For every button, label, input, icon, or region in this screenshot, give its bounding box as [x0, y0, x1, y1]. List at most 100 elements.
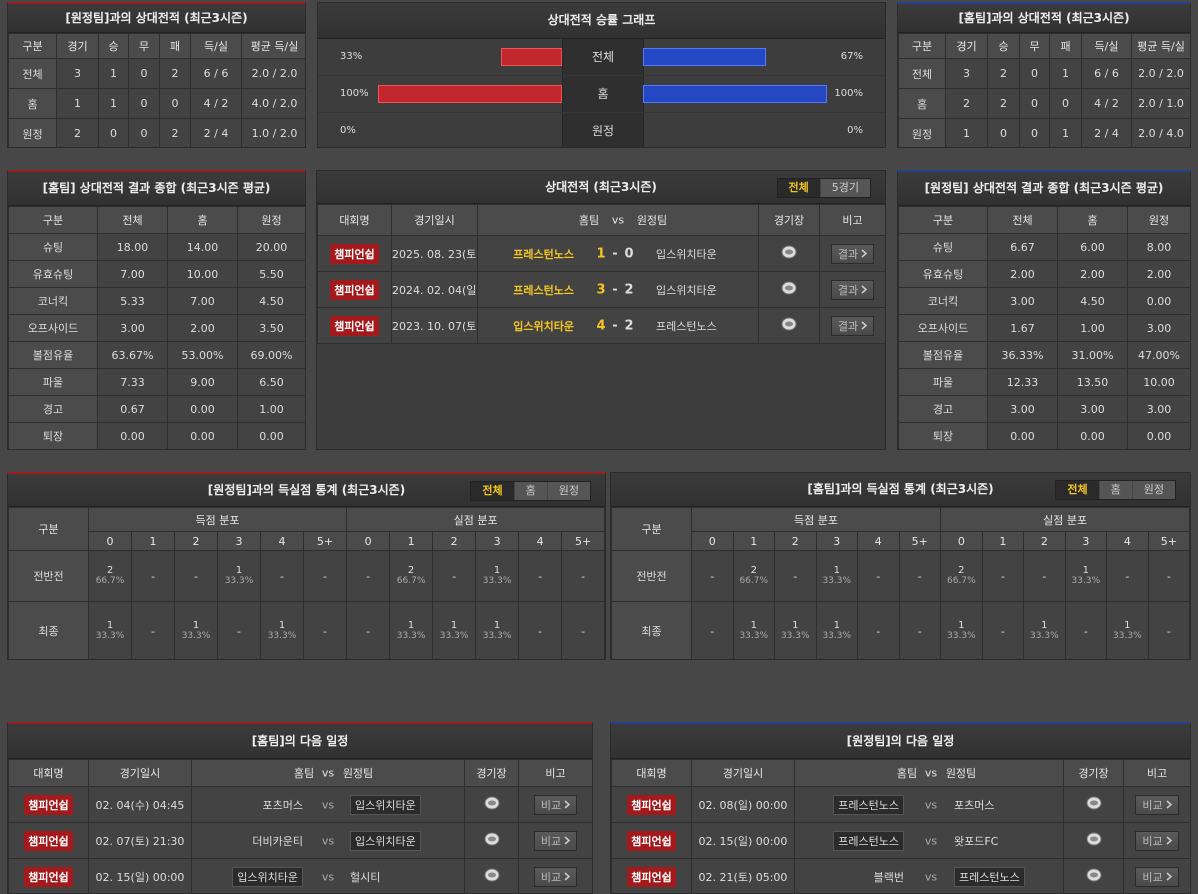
tab[interactable]: 홈: [513, 482, 547, 500]
empty-mark: -: [1166, 569, 1171, 583]
stat-value: 5.50: [237, 260, 305, 288]
tab[interactable]: 홈: [1098, 481, 1132, 499]
column-header: 원정: [1127, 206, 1190, 234]
chevron: [564, 800, 571, 809]
stat-row: 유효슈팅 7.00 10.00 5.50: [8, 260, 305, 288]
table: 구분 경기 승 무 패 득/실 평균 득/실 전체 3 1 0 2 6 / 6 2.0 / 2.0 홈 1 1 0…: [8, 33, 305, 147]
stat-value: 9.00: [167, 368, 238, 396]
goal-cell: -: [131, 550, 175, 602]
column-header: 패: [1049, 33, 1082, 59]
home-rate-label: 33%: [340, 51, 363, 62]
schedule-row: 챔피언쉽 02. 21(토) 05:00 블랙번 vs 프레스턴노스 비교: [611, 858, 1190, 893]
chevron: [1166, 836, 1172, 845]
schedule-row: 챔피언쉽 02. 15(일) 00:00 프레스턴노스 vs 왓포드FC 비교: [611, 822, 1190, 859]
stadium-cell: [464, 822, 519, 859]
match-row: 챔피언쉽 2025. 08. 23(토) 프레스턴노스 1-0 입스위치타운 결과: [317, 235, 885, 272]
tab[interactable]: 전체: [777, 179, 820, 197]
stadium-icon: [484, 868, 499, 882]
stadium-icon: [1086, 868, 1101, 882]
home-team: 프레스턴노스: [513, 247, 574, 261]
column-header: 무: [128, 33, 160, 59]
button[interactable]: 결과: [830, 243, 875, 264]
button[interactable]: 비교: [533, 830, 578, 851]
goal-cell: -: [857, 550, 900, 602]
stat-value: 18.00: [97, 233, 168, 261]
button[interactable]: 비교: [1135, 830, 1179, 851]
away-team: 프레스턴노스: [656, 319, 717, 333]
panel-title: 상대전적 승률 그래프: [318, 3, 885, 39]
tab[interactable]: 전체: [1056, 481, 1099, 499]
stat-value: 2: [159, 58, 191, 89]
empty-mark: -: [1000, 569, 1005, 583]
stat-row: 슈팅 18.00 14.00 20.00: [8, 233, 305, 261]
row-label: 볼점유율: [898, 341, 988, 369]
button[interactable]: 결과: [830, 279, 875, 300]
stat-value: 3.00: [987, 395, 1058, 423]
goal-count: 1: [792, 620, 799, 631]
stat-row: 오프사이드 1.67 1.00 3.00: [898, 314, 1190, 342]
table: 대회명 경기일시 홈팀 vs 원정팀 경기장 비고 챔피언쉽 02. 08(일) 00:00 프레…: [611, 759, 1190, 893]
column-header: 원정팀: [945, 767, 977, 780]
home-score: 4: [596, 318, 606, 333]
column-header: 비고: [819, 204, 885, 236]
goal-row: 최종 1 33.3% -1 33.3% -1 33.3% - -1 33.3% 1 33.3% 1 33.…: [8, 601, 605, 659]
schedule-row: 챔피언쉽 02. 15(일) 00:00 입스위치타운 vs 헐시티 비교: [8, 858, 592, 893]
button[interactable]: 결과: [830, 315, 875, 336]
teams-cell: 입스위치타운 vs 헐시티: [191, 858, 465, 893]
goal-cell: 1 33.3%: [774, 601, 817, 659]
group-header: 실점 분포: [346, 507, 605, 532]
goal-count: 1: [450, 620, 458, 631]
stat-value: 0.00: [237, 422, 305, 449]
tab[interactable]: 원정: [546, 482, 590, 500]
goal-count: 2: [106, 565, 114, 576]
button[interactable]: 비교: [533, 866, 578, 887]
goal-cell: -: [260, 550, 304, 602]
button[interactable]: 비교: [1135, 794, 1179, 815]
h2h-home-panel: [홈팀]과의 상대전적 (최근3시즌) 구분 경기 승 무 패 득/실 평균 득/실 전체 3 2…: [897, 2, 1191, 148]
goal-cell: 1 33.3%: [260, 601, 304, 659]
stadium-icon: [1086, 832, 1101, 846]
stat-value: 4.0 / 2.0: [241, 88, 305, 119]
group-header-row: 구분 득점 분포 실점 분포: [611, 507, 1190, 551]
tab[interactable]: 전체: [471, 482, 514, 500]
row-label: 원정: [562, 113, 644, 147]
teams-cell: 블랙번 vs 프레스턴노스: [794, 858, 1064, 893]
button[interactable]: 비교: [533, 794, 578, 815]
goal-percent: 33.3%: [822, 576, 852, 586]
goal-cell: -: [691, 601, 734, 659]
title-text: 상대전적 (최근3시즌): [545, 180, 657, 194]
stat-value: 6.67: [987, 233, 1058, 261]
row-label: 오프사이드: [898, 314, 988, 342]
goal-cell: 1 33.3%: [732, 601, 775, 659]
bucket-header: 4: [260, 531, 304, 551]
column-header: 홈: [1057, 206, 1128, 234]
goal-percent: 33.3%: [780, 631, 810, 641]
group-header: 득점 분포: [690, 507, 942, 532]
stat-value: 3: [56, 58, 99, 89]
goal-cell: -: [1147, 601, 1190, 659]
goal-cell: -: [774, 550, 817, 602]
button[interactable]: 비교: [1135, 866, 1179, 887]
panel-title: 상대전적 (최근3시즌) 전체 5경기: [317, 171, 885, 204]
goal-percent: 33.3%: [1113, 631, 1142, 641]
note-cell: 비교: [518, 786, 592, 823]
goal-row: 전반전 -2 66.7% -1 33.3% - -2 66.7% - -1 33.3% - -: [611, 550, 1190, 602]
tab[interactable]: 5경기: [819, 179, 870, 197]
stat-row: 퇴장 0.00 0.00 0.00: [8, 422, 305, 449]
group-header: 득점 분포: [87, 507, 348, 532]
stat-value: 4.50: [1057, 287, 1128, 315]
bucket-header: 5+: [898, 531, 942, 551]
tab[interactable]: 원정: [1131, 481, 1175, 499]
note-cell: 비교: [518, 822, 592, 859]
row-label: 원정: [898, 118, 946, 147]
stat-value: 0: [1019, 88, 1050, 119]
stat-value: 20.00: [237, 233, 305, 261]
empty-mark: -: [917, 569, 922, 583]
goal-cell: -: [1064, 601, 1108, 659]
away-team: 포츠머스: [954, 798, 995, 812]
stadium-cell: [758, 271, 820, 308]
stat-value: 2.0 / 4.0: [1131, 118, 1190, 147]
vs: vs: [924, 834, 938, 847]
column-header: vs: [924, 766, 938, 780]
empty-mark: -: [876, 624, 881, 638]
